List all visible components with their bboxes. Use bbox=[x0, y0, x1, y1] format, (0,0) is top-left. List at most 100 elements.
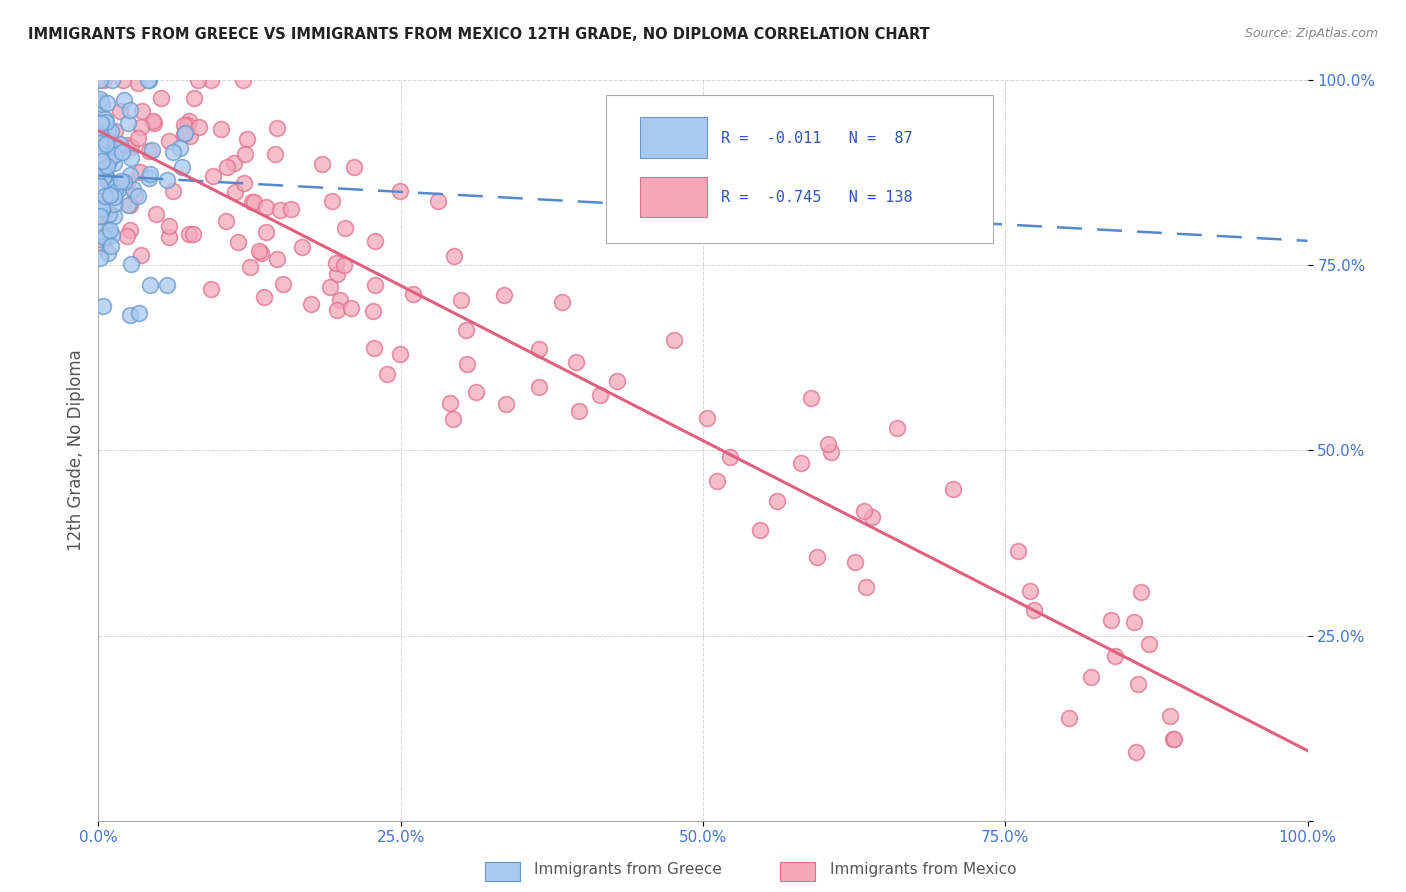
Point bbox=[325, 256, 347, 270]
Point bbox=[100, 181, 122, 195]
Point bbox=[94, 112, 117, 127]
Point bbox=[136, 73, 159, 87]
Point bbox=[111, 145, 134, 160]
Point bbox=[291, 240, 314, 254]
Point bbox=[173, 127, 195, 141]
Point bbox=[565, 355, 588, 369]
Point bbox=[800, 392, 823, 406]
Point bbox=[100, 239, 122, 253]
Point bbox=[93, 239, 115, 253]
Point bbox=[93, 73, 115, 87]
Point bbox=[226, 235, 249, 249]
Point bbox=[589, 388, 612, 402]
Point bbox=[254, 200, 277, 214]
Point bbox=[97, 133, 120, 147]
Point bbox=[401, 287, 423, 301]
Point bbox=[1099, 613, 1122, 627]
Point bbox=[89, 141, 111, 155]
Point bbox=[117, 197, 139, 211]
Point bbox=[183, 90, 205, 104]
Point bbox=[93, 208, 115, 222]
Point bbox=[89, 223, 111, 237]
Point bbox=[101, 186, 124, 201]
Point bbox=[98, 207, 121, 221]
Point bbox=[98, 188, 121, 202]
Point bbox=[527, 380, 550, 394]
Point bbox=[844, 555, 866, 569]
Point bbox=[89, 164, 111, 178]
Point bbox=[173, 127, 195, 141]
Point bbox=[1125, 745, 1147, 759]
Point bbox=[364, 235, 387, 249]
Point bbox=[112, 175, 135, 189]
Point bbox=[90, 115, 112, 129]
Point bbox=[1024, 603, 1046, 617]
FancyBboxPatch shape bbox=[606, 95, 993, 244]
Point bbox=[108, 103, 131, 118]
Point bbox=[138, 73, 160, 87]
Point bbox=[122, 182, 145, 196]
Point bbox=[90, 96, 112, 111]
Point bbox=[492, 288, 515, 302]
Point bbox=[240, 194, 263, 209]
Point bbox=[101, 73, 124, 87]
Point bbox=[129, 248, 152, 262]
Point bbox=[224, 156, 246, 170]
Point bbox=[120, 257, 142, 271]
Point bbox=[172, 161, 194, 175]
Point bbox=[1159, 709, 1181, 723]
Point bbox=[886, 421, 908, 435]
Point bbox=[450, 293, 472, 308]
Point bbox=[662, 333, 685, 347]
Point bbox=[107, 183, 129, 197]
Point bbox=[100, 223, 122, 237]
Point bbox=[1126, 677, 1149, 691]
Point bbox=[321, 194, 343, 208]
Point bbox=[200, 73, 222, 87]
Point bbox=[93, 230, 115, 244]
Point bbox=[209, 121, 232, 136]
Point bbox=[1130, 584, 1153, 599]
Point bbox=[91, 203, 114, 218]
Text: IMMIGRANTS FROM GREECE VS IMMIGRANTS FROM MEXICO 12TH GRADE, NO DIPLOMA CORRELAT: IMMIGRANTS FROM GREECE VS IMMIGRANTS FRO… bbox=[28, 27, 929, 42]
Point bbox=[138, 171, 160, 186]
Point bbox=[181, 227, 204, 241]
Point bbox=[233, 146, 256, 161]
Point bbox=[97, 154, 120, 169]
Point bbox=[96, 96, 118, 111]
Point bbox=[389, 346, 412, 360]
Point bbox=[439, 395, 461, 409]
Point bbox=[156, 277, 179, 292]
Point bbox=[200, 282, 222, 296]
Point bbox=[93, 133, 115, 147]
Point bbox=[273, 277, 295, 291]
Text: R =  -0.745   N = 138: R = -0.745 N = 138 bbox=[721, 190, 912, 205]
Point bbox=[120, 223, 142, 237]
Point bbox=[443, 249, 465, 263]
Point bbox=[91, 171, 114, 186]
Point bbox=[91, 154, 114, 169]
Point bbox=[266, 252, 288, 267]
Point bbox=[127, 76, 149, 90]
Point bbox=[89, 162, 111, 177]
Point bbox=[527, 342, 550, 356]
Point bbox=[495, 396, 517, 410]
Point bbox=[118, 169, 141, 183]
Point bbox=[93, 169, 115, 183]
Point bbox=[142, 116, 165, 130]
Point bbox=[100, 177, 122, 191]
Point bbox=[215, 160, 238, 174]
Point bbox=[389, 184, 412, 198]
Point bbox=[239, 260, 262, 274]
Y-axis label: 12th Grade, No Diploma: 12th Grade, No Diploma bbox=[66, 350, 84, 551]
Point bbox=[157, 229, 180, 244]
Point bbox=[1007, 544, 1029, 558]
Point bbox=[1163, 731, 1185, 746]
Point bbox=[90, 197, 112, 211]
Point bbox=[1123, 615, 1146, 629]
Point bbox=[101, 144, 124, 158]
Point bbox=[311, 156, 333, 170]
Point bbox=[103, 156, 125, 170]
Point bbox=[187, 73, 209, 87]
Point bbox=[696, 411, 718, 425]
